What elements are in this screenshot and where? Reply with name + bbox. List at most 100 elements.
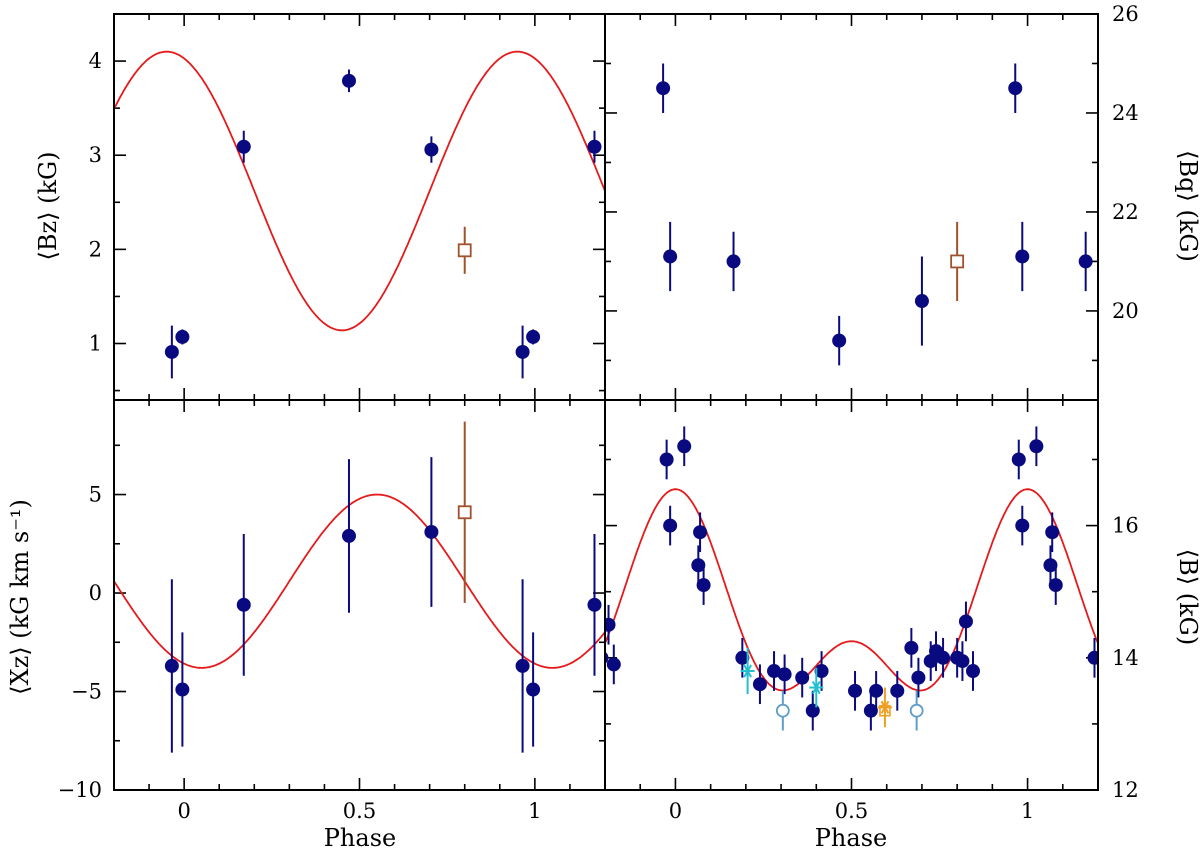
- square-point: [457, 243, 472, 258]
- data-point: [605, 617, 616, 632]
- data-point: [659, 452, 674, 467]
- data-point: [1008, 81, 1023, 96]
- data-point: [526, 329, 541, 344]
- square-point: [457, 505, 472, 520]
- data-point: [175, 329, 190, 344]
- y-tick-label: 3: [89, 143, 102, 167]
- data-point: [164, 344, 179, 359]
- data-point: [1015, 249, 1030, 264]
- data-point: [1078, 254, 1093, 269]
- data-point: [696, 578, 711, 593]
- data-point: [869, 683, 884, 698]
- y-tick-label: 1: [89, 332, 102, 356]
- data-point: [515, 658, 530, 673]
- data-point: [777, 667, 792, 682]
- panel-data: [656, 63, 1093, 366]
- y-tick-label: 5: [89, 483, 102, 507]
- x-tick-label: 1: [1021, 799, 1034, 823]
- data-point: [735, 650, 750, 665]
- data-point: [958, 614, 973, 629]
- panel-data: [605, 426, 1098, 731]
- panel-frame: [604, 13, 1099, 401]
- panel-bq: 20 22 24 26: [604, 2, 1139, 401]
- panel-frame: [113, 399, 606, 791]
- asterisk-point-cyan: [811, 680, 821, 695]
- asterisk-point-orange: [880, 700, 890, 714]
- y-axis-label-b: ⟨B⟩ (kG): [1174, 549, 1200, 645]
- data-point: [863, 703, 878, 718]
- data-point: [795, 670, 810, 685]
- data-point: [164, 658, 179, 673]
- data-point: [677, 439, 692, 454]
- x-tick-label: 0.5: [343, 799, 376, 823]
- x-axis-label-left: Phase: [324, 824, 396, 851]
- y-axis-label-bz: ⟨Bz⟩ (kG): [34, 151, 62, 260]
- data-point: [691, 558, 706, 573]
- asterisk-point-cyan: [743, 664, 752, 678]
- data-point: [914, 294, 929, 309]
- x-tick-label: 0: [177, 799, 190, 823]
- data-point: [911, 670, 926, 685]
- fit-curve: [605, 488, 1098, 692]
- data-point: [1015, 518, 1030, 533]
- data-point: [965, 664, 980, 679]
- data-point: [1045, 525, 1060, 540]
- data-point: [752, 677, 767, 692]
- square-point-orange: [879, 704, 891, 717]
- data-point: [726, 254, 741, 269]
- data-point: [515, 344, 530, 359]
- data-point: [656, 81, 671, 96]
- data-point: [1011, 452, 1026, 467]
- y-tick-label: 2: [89, 237, 102, 261]
- y-tick-label: 0: [89, 581, 102, 605]
- y-tick-label: −5: [71, 680, 102, 704]
- data-point: [341, 73, 356, 88]
- data-point: [587, 597, 602, 612]
- data-point: [175, 682, 190, 697]
- data-point: [904, 640, 919, 655]
- x-tick-label: 0: [669, 799, 682, 823]
- x-tick-label: 0.5: [835, 799, 868, 823]
- y-tick-label: 24: [1112, 101, 1139, 125]
- x-tick-label: 1: [528, 799, 541, 823]
- y-tick-label: 22: [1112, 200, 1139, 224]
- y-tick-label: 4: [89, 49, 102, 73]
- open-circle-point: [909, 703, 924, 718]
- data-point: [606, 657, 621, 672]
- panel-b: 0 0.5 1 12 14 16: [604, 399, 1139, 823]
- data-point: [890, 683, 905, 698]
- y-tick-label: 16: [1112, 514, 1139, 538]
- x-axis-label-right: Phase: [815, 824, 887, 851]
- data-point: [805, 703, 820, 718]
- data-point: [936, 650, 951, 665]
- fit-curve: [114, 50, 605, 332]
- open-circle-point: [775, 703, 790, 718]
- panel-bz: 1 2 3 4: [89, 13, 606, 401]
- data-point: [663, 518, 678, 533]
- y-tick-label: −10: [58, 778, 102, 802]
- data-point: [1029, 439, 1044, 454]
- data-point: [424, 524, 439, 539]
- panel-xz: 0 0.5 1 −10 −5 0 5: [58, 399, 606, 823]
- data-point: [1048, 578, 1063, 593]
- y-tick-label: 14: [1112, 646, 1139, 670]
- panel-frame: [604, 399, 1099, 791]
- y-tick-label: 26: [1112, 2, 1139, 26]
- data-point: [605, 651, 609, 664]
- y-axis-label-xz: ⟨Xz⟩ (kG km s⁻¹): [6, 499, 34, 695]
- panel-data: [114, 50, 605, 379]
- square-point: [950, 254, 965, 269]
- data-point: [767, 664, 782, 679]
- data-point: [663, 249, 678, 264]
- data-point: [341, 528, 356, 543]
- data-point: [814, 664, 829, 679]
- data-point: [236, 139, 251, 154]
- fit-curve: [114, 493, 605, 669]
- data-point: [1087, 650, 1098, 665]
- data-point: [424, 142, 439, 157]
- panel-data: [114, 421, 605, 753]
- y-axis-label-bq: ⟨Bq⟩ (kG): [1174, 150, 1200, 262]
- data-point: [1043, 558, 1058, 573]
- y-tick-label: 12: [1112, 778, 1139, 802]
